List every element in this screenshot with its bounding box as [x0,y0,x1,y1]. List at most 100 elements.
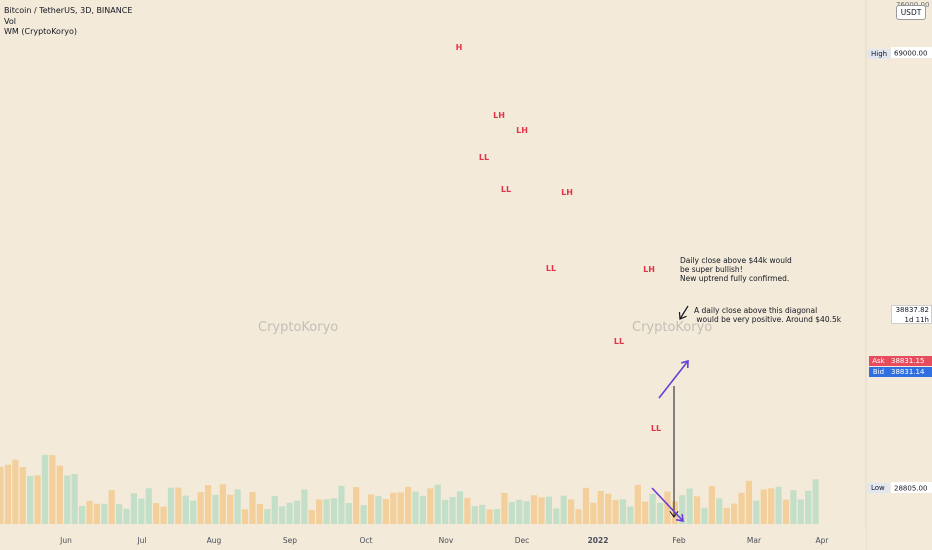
volume-bar [560,495,567,524]
ask-price-tag: Ask 38831.15 [869,356,932,366]
bid-price-tag: Bid 38831.14 [869,367,932,377]
axis-highlight-label: 69000.00 [894,50,927,58]
volume-bar [434,484,441,524]
volume-bar [286,502,293,524]
swing-label: LL [651,424,661,433]
bid-value: 38831.14 [891,368,925,376]
volume-bar [219,484,226,524]
volume-bar [279,506,286,524]
volume-bar [19,467,26,524]
volume-bar [338,485,345,524]
volume-bar [27,475,34,524]
volume-bar [190,500,197,524]
currency-button[interactable]: USDT [896,5,926,20]
volume-bar [760,489,767,524]
swing-label: LL [479,153,489,162]
volume-bar [4,464,12,524]
volume-bar [12,459,19,524]
note-diagonal[interactable]: A daily close above this diagonal would … [694,306,841,324]
volume-indicator-label[interactable]: Vol [4,16,16,26]
volume-bar [768,488,775,524]
time-axis: Jun Jul Aug Sep Oct Nov Dec 2022 Feb Mar Apr [0,530,866,550]
volume-bar [605,493,612,524]
volume-bar [330,498,338,524]
watermark-indicator-label[interactable]: WM (CryptoKoryo) [4,27,77,36]
volume-bar [664,491,671,524]
volume-bar [175,487,182,524]
swing-label: LH [561,188,573,197]
volume-bar [642,501,649,524]
volume-bar [686,488,693,524]
volume-bar [419,495,427,524]
volume-bar [41,454,49,524]
swing-label: LH [493,111,505,120]
volume-bar [501,492,508,524]
volume-bar [716,498,723,524]
volume-bar [449,496,456,524]
axis-highlight [891,47,932,58]
bounce-arrow [658,360,689,399]
volume-bar [0,466,4,524]
volume-bar [797,499,804,524]
volume-bar [456,491,464,524]
swing-label: LH [516,126,528,135]
chart-legend: Bitcoin / TetherUS, 3D, BINANCE Vol WM (… [4,6,132,38]
volume-bar [382,499,389,524]
ask-value: 38831.15 [891,357,925,365]
watermark: CryptoKoryo [632,320,712,335]
last-price-value: 38837.82 [895,306,929,314]
volume-bar [360,505,367,524]
diagonal-note-arrow [679,305,689,320]
note-44k[interactable]: Daily close above $44k would be super bu… [680,256,792,283]
volume-bar [538,497,545,524]
volume-bar [745,480,753,524]
volume-bar [264,509,271,524]
volume-bar [479,504,486,524]
volume-bar [241,509,249,524]
time-axis-label: Mar [747,536,762,545]
volume-bar [93,503,100,524]
volume-bar [471,505,478,524]
volume-bar [738,492,745,524]
ask-label: Ask [872,357,885,365]
volume-bar [568,499,575,524]
time-axis-label: Oct [360,536,373,545]
volume-bar [790,490,797,524]
volume-bar [731,503,738,524]
price-axis-bg [866,0,932,550]
volume-bar [582,487,590,524]
note-44k-line: be super bullish! [680,265,743,274]
symbol-title[interactable]: Bitcoin / TetherUS, 3D, BINANCE [4,6,133,15]
volume-bar [516,499,523,524]
note-diagonal-line: would be very positive. Around $40.5k [694,315,842,324]
volume-bar [64,475,71,524]
volume-bar [353,487,360,524]
volume-bar [78,506,86,524]
volume-bar [812,479,819,524]
volume-bar [397,492,404,524]
swing-label: H [456,43,463,52]
volume-bar [553,508,560,524]
volume-bar [308,509,315,524]
volume-bar [523,501,530,524]
volume-bar [249,491,256,524]
volume-bar [153,503,160,524]
volume-bar [701,507,708,524]
axis-highlight-label: 28805.00 [894,485,927,493]
volume-bar [49,455,56,524]
time-axis-label: Dec [515,536,530,545]
time-axis-label: Apr [816,536,830,545]
axis-highlight [891,482,932,493]
time-axis-label: Aug [207,536,222,545]
volume-bar [679,495,686,524]
swing-label: LL [614,337,624,346]
volume-bar [130,493,138,524]
volume-bar [316,499,323,524]
bounce-arrow-head [681,359,689,369]
volume-bar [442,499,449,524]
volume-bar [412,491,419,524]
swing-label: LL [501,185,511,194]
swing-label: LH [643,265,655,274]
volume-bar [649,493,656,524]
